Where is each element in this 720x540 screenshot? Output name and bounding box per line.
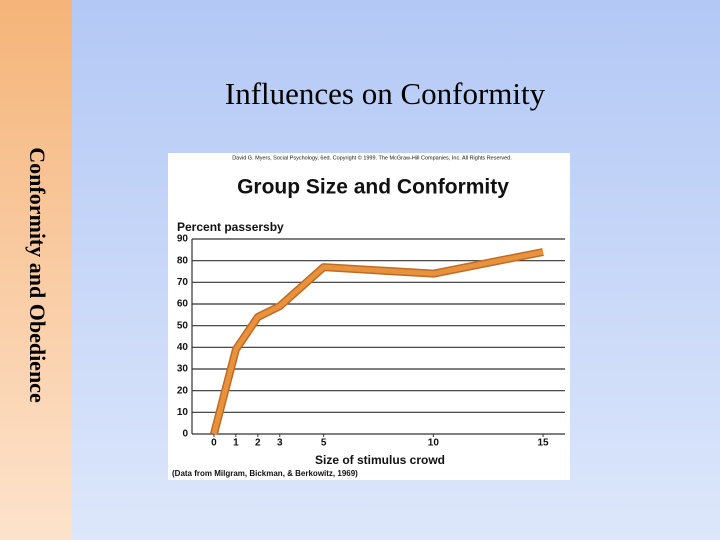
x-tick-label: 15 — [537, 438, 549, 449]
y-axis-label: Percent passersby — [177, 220, 284, 234]
y-tick-label: 0 — [182, 429, 188, 440]
y-tick-label: 50 — [177, 320, 189, 331]
x-tick-label: 1 — [233, 438, 239, 449]
copyright: David G. Myers, Social Psychology, 6ed. … — [232, 154, 512, 161]
source: (Data from Milgram, Bickman, & Berkowitz… — [172, 469, 358, 478]
slide-title: Influences on Conformity — [224, 76, 546, 111]
x-tick-label: 0 — [211, 438, 217, 449]
sidebar — [0, 0, 72, 540]
y-tick-label: 80 — [177, 255, 189, 266]
y-tick-label: 60 — [177, 299, 189, 310]
x-tick-label: 5 — [321, 438, 327, 449]
x-axis-label: Size of stimulus crowd — [315, 453, 445, 467]
chart-title: Group Size and Conformity — [237, 176, 509, 199]
y-tick-label: 30 — [177, 364, 189, 375]
y-tick-label: 90 — [177, 234, 189, 245]
chart-panel — [168, 153, 570, 480]
y-tick-label: 40 — [177, 342, 189, 353]
x-tick-label: 3 — [277, 438, 283, 449]
y-tick-label: 10 — [177, 407, 189, 418]
x-tick-label: 10 — [428, 438, 440, 449]
y-tick-label: 70 — [177, 277, 189, 288]
line — [211, 249, 544, 435]
x-tick-label: 2 — [255, 438, 261, 449]
y-tick-label: 20 — [177, 385, 189, 396]
